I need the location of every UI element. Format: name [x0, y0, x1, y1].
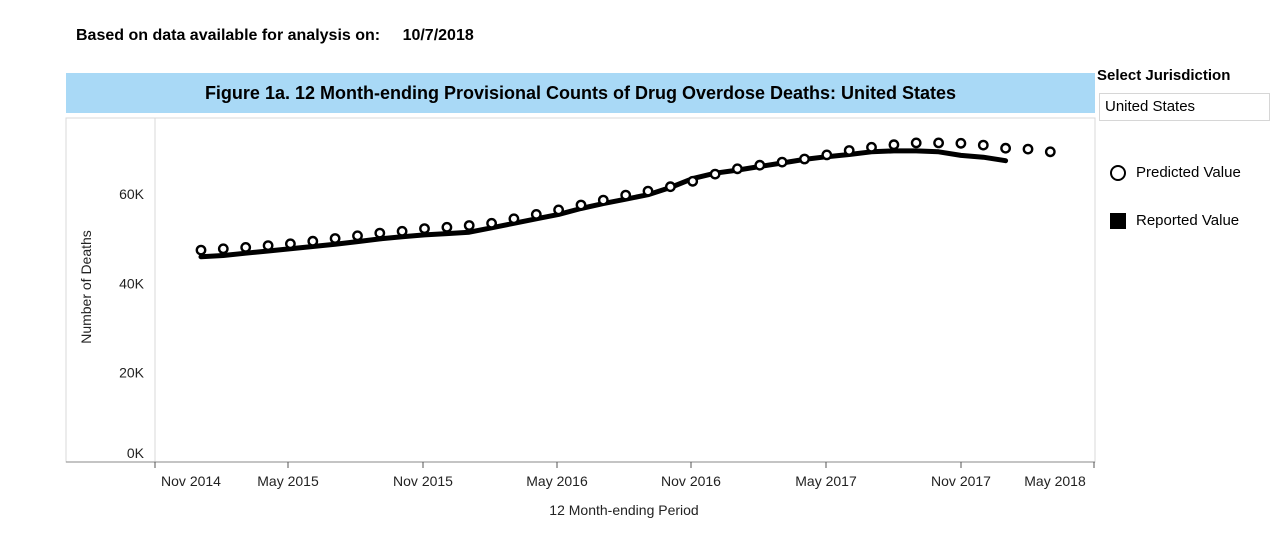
chart-title: Figure 1a. 12 Month-ending Provisional C… [204, 82, 957, 103]
predicted-value-point [866, 141, 877, 153]
legend-label-predicted: Predicted Value [1136, 164, 1241, 181]
predicted-value-point [530, 208, 542, 220]
predicted-value-point [1044, 146, 1056, 158]
predicted-value-point [687, 175, 699, 187]
predicted-value-point [553, 204, 564, 216]
x-tick-label: Nov 2016 [661, 473, 721, 489]
predicted-value-point [486, 217, 497, 229]
predicted-value-point [955, 137, 967, 149]
predicted-value-point [217, 243, 229, 255]
x-axis-label: 12 Month-ending Period [549, 502, 698, 518]
x-tick-label: Nov 2017 [931, 473, 991, 489]
x-tick-label: May 2017 [795, 473, 857, 489]
y-tick-label: 40K [119, 275, 145, 291]
y-axis-label: Number of Deaths [78, 230, 94, 344]
predicted-value-point [262, 240, 274, 252]
jurisdiction-label: Select Jurisdiction [1097, 67, 1231, 84]
predicted-value-point [352, 230, 363, 242]
predicted-value-point [575, 199, 587, 211]
predicted-value-point [732, 163, 743, 175]
predicted-value-point [508, 213, 520, 225]
chart-title-bar: Figure 1a. 12 Month-ending Provisional C… [66, 73, 1095, 113]
predicted-value-point [821, 149, 833, 161]
predicted-value-point [888, 139, 900, 151]
predicted-value-point [843, 145, 855, 156]
predicted-value-point [307, 235, 319, 247]
analysis-date: 10/7/2018 [402, 27, 474, 44]
predicted-value-point [933, 137, 944, 149]
predicted-value-point [240, 241, 252, 253]
predicted-value-point [374, 227, 386, 239]
based-on-label: Based on data available for analysis on: [76, 27, 381, 44]
predicted-value-point [665, 181, 676, 193]
legend-item-reported[interactable]: Reported Value [1110, 212, 1239, 229]
y-tick-label: 0K [127, 445, 145, 461]
predicted-value-point [709, 168, 721, 180]
y-axis: 0K 20K 40K 60K [119, 186, 145, 461]
plot-border [65, 117, 1096, 463]
predicted-value-point [1022, 143, 1034, 155]
predicted-value-point [754, 159, 766, 171]
predicted-value-point [977, 139, 989, 151]
predicted-value-point [463, 220, 475, 231]
predicted-value-point [329, 233, 341, 244]
predicted-value-point [910, 137, 922, 149]
data-availability-line: Based on data available for analysis on:… [76, 27, 474, 45]
y-tick-label: 20K [119, 365, 145, 381]
predicted-value-point [441, 221, 453, 233]
x-tick-label: May 2018 [1024, 473, 1086, 489]
jurisdiction-select[interactable]: United States [1099, 93, 1270, 121]
x-tick-label: May 2016 [526, 473, 588, 489]
x-tick-label: Nov 2014 [161, 473, 221, 489]
square-marker-icon [1110, 212, 1126, 229]
x-tick-label: Nov 2015 [393, 473, 453, 489]
series-layer [195, 137, 1056, 260]
predicted-value-point [597, 194, 609, 206]
predicted-value-point [642, 185, 654, 197]
predicted-value-point [776, 156, 788, 168]
predicted-value-point [396, 225, 408, 237]
predicted-value-point [799, 153, 810, 165]
predicted-value-point [419, 223, 430, 235]
x-axis: Nov 2014 May 2015 Nov 2015 May 2016 Nov 2016… [154, 462, 1095, 489]
predicted-value-point [620, 189, 632, 201]
legend-label-reported: Reported Value [1136, 212, 1240, 229]
legend-item-predicted[interactable]: Predicted Value [1110, 164, 1241, 181]
predicted-value-point [195, 244, 207, 256]
predicted-value-point [1000, 142, 1011, 154]
plot-frame [65, 117, 1096, 463]
x-tick-label: May 2015 [257, 473, 319, 489]
predicted-value-point [284, 238, 296, 250]
y-tick-label: 60K [119, 186, 145, 202]
circle-marker-icon [1110, 164, 1126, 181]
